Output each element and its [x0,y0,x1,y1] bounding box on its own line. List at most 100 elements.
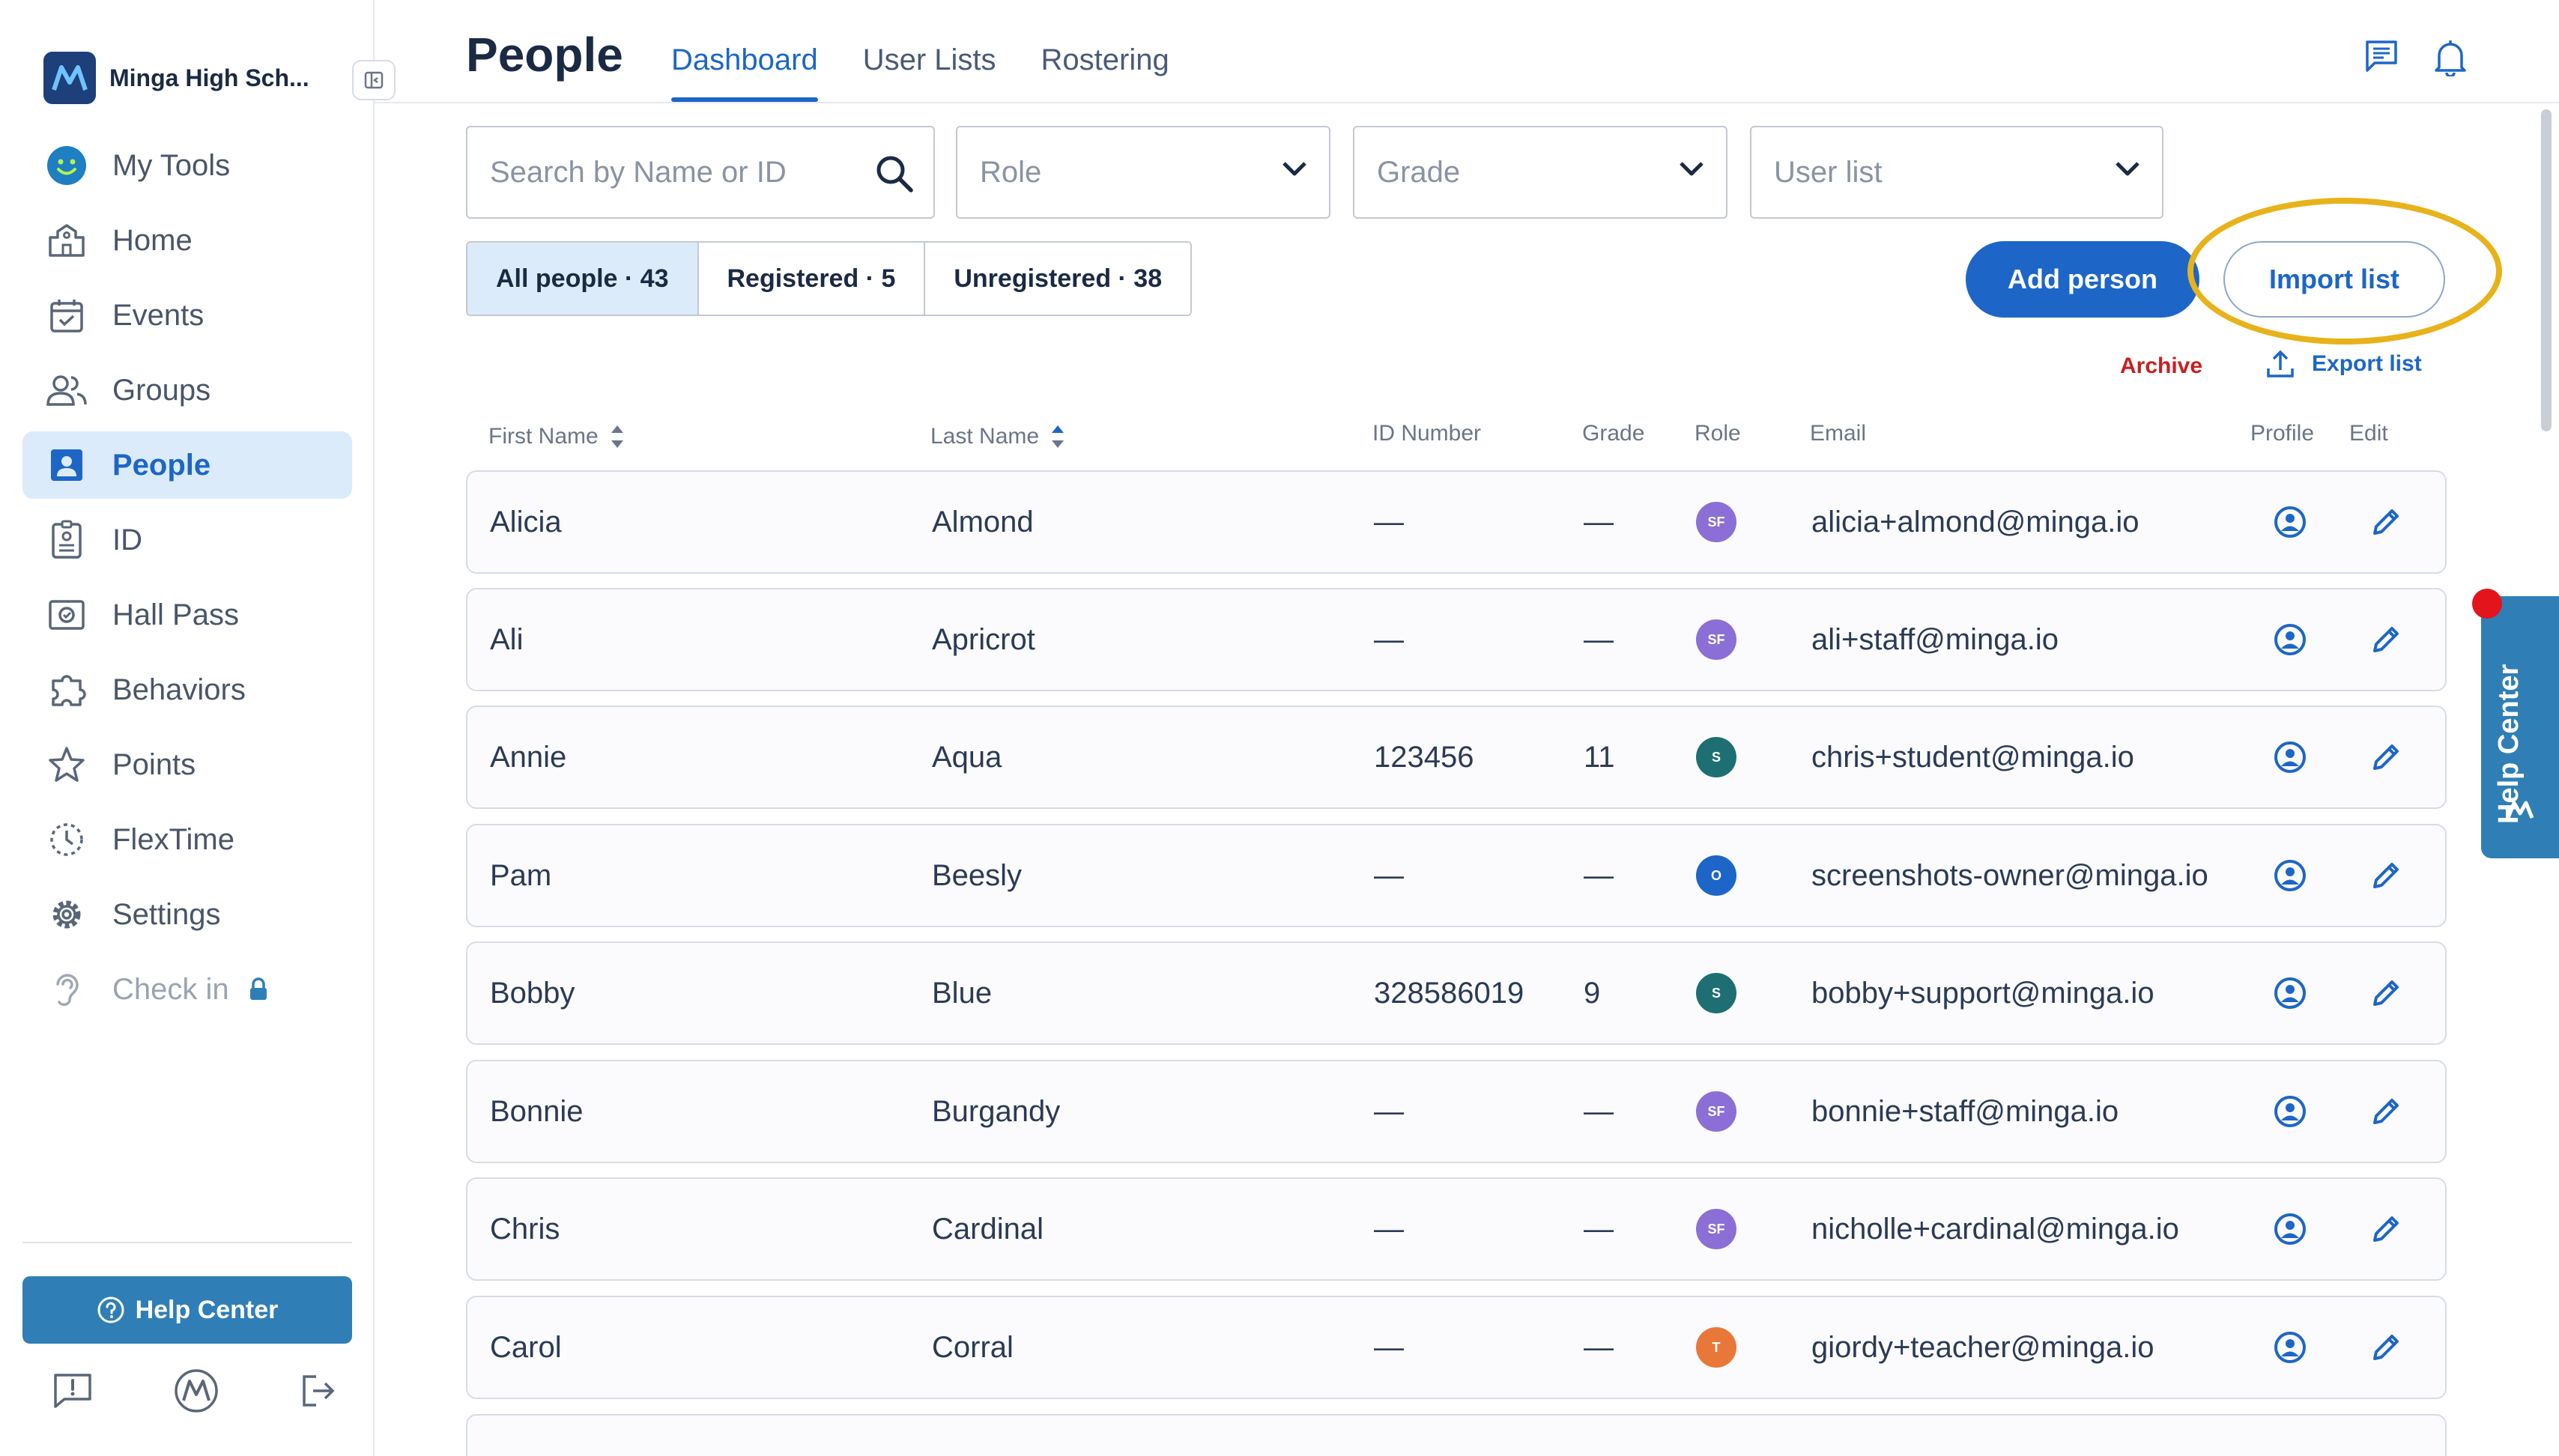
tab-rostering[interactable]: Rostering [1041,43,1169,76]
edit-pencil-icon[interactable] [2369,1061,2403,1162]
sidebar-item-groups[interactable]: Groups [22,357,352,424]
table-row[interactable]: Carol Corral — — T giordy+teacher@minga.… [466,1296,2447,1399]
table-row[interactable]: Bobby Blue 328586019 9 S bobby+support@m… [466,941,2447,1045]
sidebar-item-hall-pass[interactable]: Hall Pass [22,581,352,649]
role-cell: O [1696,825,1736,926]
minga-circle-icon[interactable] [173,1368,219,1414]
archive-link[interactable]: Archive [2120,354,2203,378]
lock-icon [249,977,268,1001]
sidebar-item-my-tools[interactable]: My Tools [22,132,352,199]
edit-pencil-icon[interactable] [2369,707,2403,807]
id-badge-icon [45,518,88,562]
add-person-button[interactable]: Add person [1966,241,2199,318]
help-center-button[interactable]: Help Center [22,1276,352,1344]
first-name-cell: Bobby [490,976,575,1010]
edit-pencil-icon[interactable] [2369,1297,2403,1398]
notifications-bell-icon[interactable] [2433,39,2468,76]
id-number-cell: — [1374,505,1404,539]
sidebar-item-home[interactable]: Home [22,207,352,274]
sidebar-item-settings[interactable]: Settings [22,881,352,948]
table-row[interactable]: Pam Beesly — — O screenshots-owner@minga… [466,824,2447,927]
search-input[interactable] [490,155,911,189]
chevron-down-icon [1678,160,1705,178]
feedback-icon[interactable] [52,1372,93,1410]
sidebar-item-label: Groups [112,373,211,407]
edit-pencil-icon[interactable] [2369,589,2403,690]
segment-registered[interactable]: Registered · 5 [698,243,926,315]
id-number-cell: — [1374,858,1404,892]
sidebar-item-points[interactable]: Points [22,731,352,798]
column-profile: Profile [2250,421,2315,446]
grade-select[interactable]: Grade [1353,126,1727,219]
table-row[interactable]: Bonnie Burgandy — — SF bonnie+staff@ming… [466,1060,2447,1163]
header-actions [2330,39,2468,76]
role-badge: SF [1696,1091,1736,1132]
flextime-clock-icon [45,818,88,861]
messages-icon[interactable] [2364,39,2399,76]
sidebar-divider [22,1242,352,1243]
profile-icon[interactable] [2273,589,2307,690]
school-switcher[interactable]: Minga High Sch... [43,51,358,105]
column-id-number: ID Number [1372,421,1482,446]
search-field[interactable] [466,126,935,219]
email-cell: chris+student@minga.io [1811,740,2134,774]
role-select-label: Role [980,155,1042,189]
grade-cell: — [1584,1094,1614,1128]
table-row[interactable]: Alicia Almond — — SF alicia+almond@minga… [466,470,2447,574]
export-list-link[interactable]: Export list [2265,349,2422,379]
last-name-cell: Apricrot [932,622,1035,656]
tab-dashboard[interactable]: Dashboard [671,43,818,102]
role-select[interactable]: Role [956,126,1330,219]
import-list-button[interactable]: Import list [2223,241,2445,318]
column-label: Last Name [930,424,1040,449]
sidebar-item-flextime[interactable]: FlexTime [22,806,352,873]
sidebar-item-label: People [112,448,211,482]
edit-pencil-icon[interactable] [2369,943,2403,1043]
profile-icon[interactable] [2273,472,2307,572]
segment-all-people[interactable]: All people · 43 [467,243,699,315]
column-first-name[interactable]: First Name [488,421,626,452]
column-email: Email [1810,421,1867,446]
profile-icon[interactable] [2273,1297,2307,1398]
sidebar-item-label: Settings [112,897,221,931]
sidebar-item-label: Home [112,223,193,257]
segment-unregistered[interactable]: Unregistered · 38 [925,243,1191,315]
email-cell: alicia+almond@minga.io [1811,505,2139,539]
column-last-name[interactable]: Last Name [930,421,1066,452]
email-cell: bobby+support@minga.io [1811,976,2154,1010]
last-name-cell: Corral [932,1330,1014,1364]
table-row[interactable] [466,1414,2447,1456]
role-cell: SF [1696,589,1736,690]
sidebar-item-id[interactable]: ID [22,506,352,574]
table-row[interactable]: Annie Aqua 123456 11 S chris+student@min… [466,706,2447,809]
sidebar-item-behaviors[interactable]: Behaviors [22,656,352,724]
question-circle-icon [97,1296,124,1323]
sidebar-nav: My Tools Home Events Groups People ID Ha… [22,132,352,1031]
first-name-cell: Chris [490,1212,560,1246]
edit-pencil-icon[interactable] [2369,1179,2403,1279]
sort-icon[interactable] [609,421,626,452]
sort-icon[interactable] [1050,421,1066,452]
sidebar-item-check-in[interactable]: Check in [22,956,352,1023]
profile-icon[interactable] [2273,1179,2307,1279]
profile-icon[interactable] [2273,825,2307,926]
table-row[interactable]: Chris Cardinal — — SF nicholle+cardinal@… [466,1177,2447,1281]
collapse-sidebar-button[interactable] [352,60,396,100]
scrollbar-thumb[interactable] [2541,109,2552,431]
edit-pencil-icon[interactable] [2369,472,2403,572]
column-edit: Edit [2349,421,2388,446]
id-number-cell: — [1374,1212,1404,1246]
profile-icon[interactable] [2273,707,2307,807]
sidebar-item-people[interactable]: People [22,431,352,499]
table-row[interactable]: Ali Apricrot — — SF ali+staff@minga.io [466,588,2447,691]
column-label: First Name [488,424,599,449]
search-icon[interactable] [873,153,915,195]
tab-user-lists[interactable]: User Lists [862,43,996,76]
logout-icon[interactable] [300,1372,337,1410]
profile-icon[interactable] [2273,1061,2307,1162]
profile-icon[interactable] [2273,943,2307,1043]
edit-pencil-icon[interactable] [2369,825,2403,926]
user-list-select[interactable]: User list [1750,126,2163,219]
sidebar-item-events[interactable]: Events [22,282,352,349]
grade-cell: — [1584,1330,1614,1364]
